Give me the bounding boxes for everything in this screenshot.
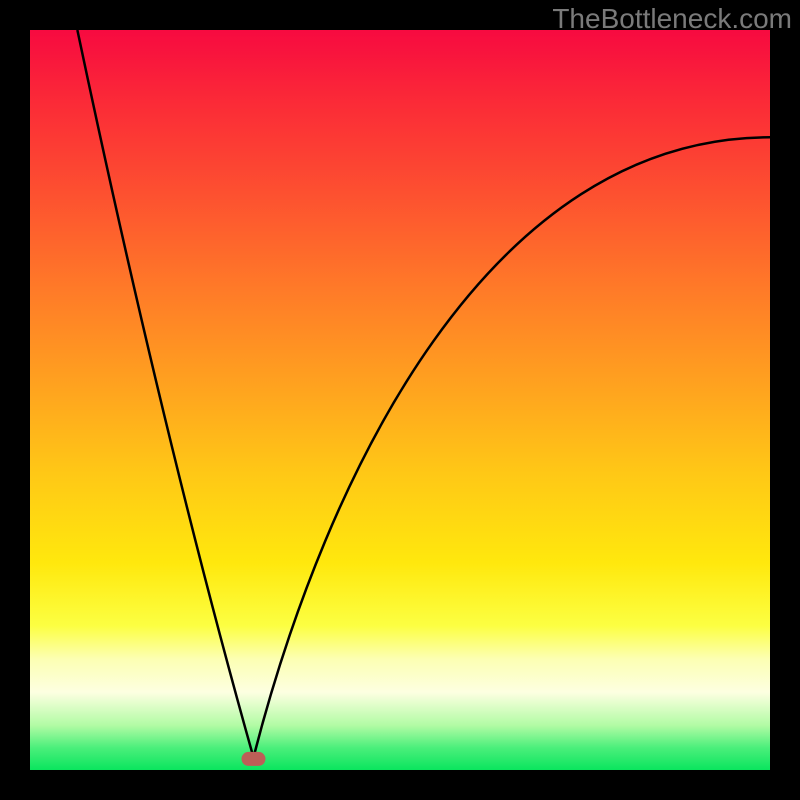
optimal-point-marker (241, 752, 265, 766)
chart-container: TheBottleneck.com (0, 0, 800, 800)
watermark-text: TheBottleneck.com (552, 3, 792, 34)
chart-background-gradient (30, 30, 770, 770)
bottleneck-chart: TheBottleneck.com (0, 0, 800, 800)
